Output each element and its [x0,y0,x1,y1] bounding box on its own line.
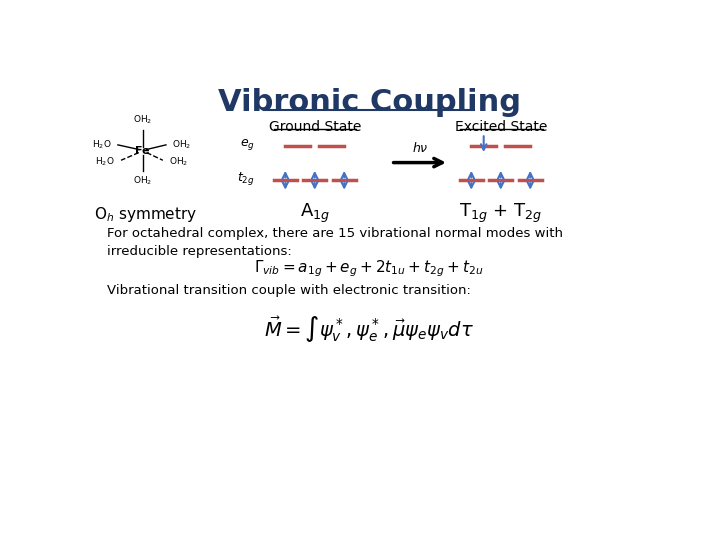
Text: H$_2$O: H$_2$O [95,156,114,168]
Text: $\vec{M} = \int \psi^*_v, \psi^*_e, \vec{\mu}\psi_e \psi_v d\tau$: $\vec{M} = \int \psi^*_v, \psi^*_e, \vec… [264,315,474,345]
Text: $e_g$: $e_g$ [240,137,255,152]
Text: A$_{1g}$: A$_{1g}$ [300,202,330,225]
Text: T$_{1g}$ + T$_{2g}$: T$_{1g}$ + T$_{2g}$ [459,202,542,225]
Text: Vibrational transition couple with electronic transition:: Vibrational transition couple with elect… [107,284,471,297]
Text: OH$_2$: OH$_2$ [169,156,189,168]
Text: For octahedral complex, there are 15 vibrational normal modes with
irreducible r: For octahedral complex, there are 15 vib… [107,226,563,259]
Text: Fe: Fe [135,146,150,156]
Text: $t_{2g}$: $t_{2g}$ [238,170,255,187]
Text: OH$_2$: OH$_2$ [172,139,192,151]
Text: $\Gamma_{vib} = a_{1g} + e_g + 2t_{1u} + t_{2g} + t_{2u}$: $\Gamma_{vib} = a_{1g} + e_g + 2t_{1u} +… [254,259,484,279]
Text: OH$_2$: OH$_2$ [133,174,153,187]
Text: Ground State: Ground State [269,120,361,134]
Text: OH$_2$: OH$_2$ [133,114,153,126]
Text: O$_h$ symmetry: O$_h$ symmetry [94,205,197,224]
Text: Vibronic Coupling: Vibronic Coupling [217,88,521,117]
Text: Excited State: Excited State [454,120,547,134]
Text: $h\nu$: $h\nu$ [412,141,428,155]
Text: H$_2$O: H$_2$O [92,139,112,151]
